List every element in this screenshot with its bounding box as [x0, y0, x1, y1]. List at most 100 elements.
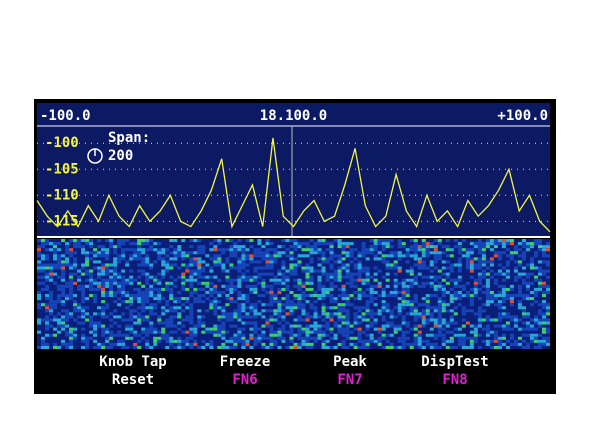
waterfall-cell: [89, 251, 94, 255]
waterfall-cell: [237, 284, 242, 288]
waterfall-cell: [313, 327, 318, 331]
waterfall-cell: [325, 260, 330, 264]
waterfall-cell: [157, 318, 162, 322]
waterfall-cell: [365, 324, 370, 328]
waterfall-cell: [533, 294, 538, 298]
waterfall-cell: [505, 272, 510, 276]
waterfall-cell: [493, 336, 498, 340]
waterfall-cell: [165, 260, 170, 264]
waterfall-cell: [269, 297, 274, 301]
waterfall-cell: [301, 327, 306, 331]
waterfall-cell: [301, 266, 306, 270]
waterfall-cell: [349, 342, 354, 346]
waterfall-cell: [453, 290, 458, 294]
waterfall-cell: [97, 284, 102, 288]
waterfall-cell: [265, 266, 270, 270]
waterfall-cell: [73, 239, 78, 243]
waterfall-cell: [209, 266, 214, 270]
waterfall-cell: [149, 312, 154, 316]
waterfall-cell: [505, 324, 510, 328]
waterfall-cell: [229, 312, 234, 316]
waterfall-cell: [97, 251, 102, 255]
waterfall-cell: [233, 339, 238, 343]
waterfall-cell: [497, 257, 502, 261]
waterfall-cell: [293, 242, 298, 246]
waterfall-cell: [545, 290, 550, 294]
waterfall-cell: [97, 254, 102, 258]
waterfall-cell: [333, 300, 338, 304]
waterfall-cell: [285, 297, 290, 301]
waterfall-cell: [297, 245, 302, 249]
waterfall-cell: [429, 269, 434, 273]
waterfall-cell: [61, 275, 66, 279]
waterfall-cell: [41, 266, 46, 270]
waterfall-cell: [161, 269, 166, 273]
waterfall-cell: [81, 306, 86, 310]
waterfall-cell: [301, 294, 306, 298]
waterfall-cell: [237, 260, 242, 264]
waterfall-cell: [61, 266, 66, 270]
waterfall-cell: [249, 345, 254, 349]
spectrum-trace: [36, 137, 551, 233]
waterfall-cell: [157, 297, 162, 301]
waterfall-cell: [141, 272, 146, 276]
waterfall-cell: [357, 263, 362, 267]
waterfall-cell: [237, 275, 242, 279]
waterfall-cell: [541, 339, 546, 343]
waterfall-cell: [69, 266, 74, 270]
waterfall-cell: [233, 309, 238, 313]
waterfall-cell: [357, 330, 362, 334]
waterfall-cell: [85, 312, 90, 316]
waterfall-cell: [505, 263, 510, 267]
waterfall-cell: [57, 294, 62, 298]
waterfall-cell: [145, 339, 150, 343]
waterfall-cell: [533, 290, 538, 294]
waterfall-cell: [437, 242, 442, 246]
waterfall-cell: [293, 345, 298, 349]
waterfall-cell: [133, 242, 138, 246]
waterfall-cell: [509, 315, 514, 319]
waterfall-cell: [121, 318, 126, 322]
waterfall-cell: [145, 257, 150, 261]
waterfall-cell: [509, 294, 514, 298]
waterfall-cell: [385, 303, 390, 307]
waterfall-cell: [305, 287, 310, 291]
waterfall-cell: [245, 306, 250, 310]
waterfall-cell: [337, 330, 342, 334]
waterfall-cell: [433, 239, 438, 243]
waterfall-cell: [161, 260, 166, 264]
waterfall-cell: [401, 345, 406, 349]
waterfall-cell: [321, 254, 326, 258]
waterfall-cell: [105, 345, 110, 349]
waterfall-cell: [93, 330, 98, 334]
waterfall-cell: [341, 303, 346, 307]
waterfall-cell: [45, 254, 50, 258]
waterfall-cell: [225, 257, 230, 261]
waterfall-cell: [137, 242, 142, 246]
waterfall-cell: [85, 339, 90, 343]
waterfall-cell: [497, 315, 502, 319]
waterfall-cell: [237, 294, 242, 298]
waterfall-cell: [241, 294, 246, 298]
waterfall-cell: [241, 257, 246, 261]
waterfall-cell: [309, 281, 314, 285]
waterfall-cell: [57, 260, 62, 264]
waterfall-cell: [461, 284, 466, 288]
waterfall-cell: [165, 333, 170, 337]
waterfall-cell: [141, 309, 146, 313]
waterfall-cell: [465, 254, 470, 258]
waterfall-cell: [77, 278, 82, 282]
waterfall-cell: [265, 260, 270, 264]
waterfall-cell: [105, 254, 110, 258]
y-tick-label: -100: [45, 135, 79, 151]
waterfall-cell: [505, 312, 510, 316]
waterfall-cell: [289, 324, 294, 328]
waterfall-cell: [453, 321, 458, 325]
waterfall-cell: [281, 287, 286, 291]
waterfall-cell: [69, 248, 74, 252]
waterfall-cell: [81, 345, 86, 349]
waterfall-cell: [305, 254, 310, 258]
waterfall-cell: [149, 266, 154, 270]
waterfall-cell: [317, 257, 322, 261]
waterfall-cell: [521, 327, 526, 331]
